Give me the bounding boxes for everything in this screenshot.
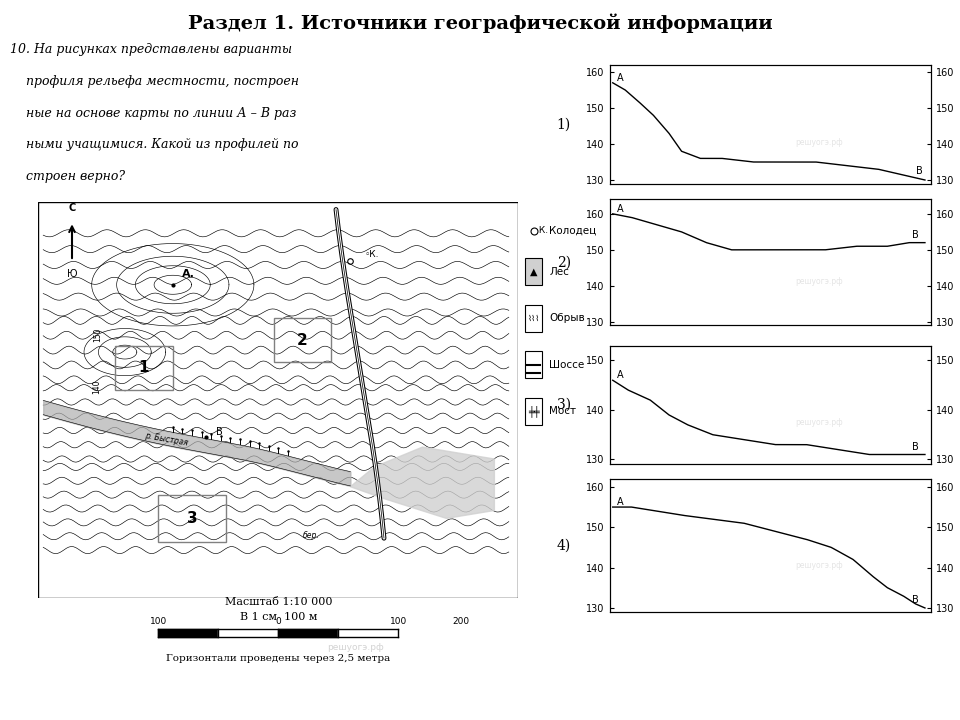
Text: А.: А. (182, 269, 195, 279)
Text: 1: 1 (139, 361, 149, 375)
Text: решуогэ.рф: решуогэ.рф (326, 644, 384, 652)
Text: Обрыв: Обрыв (549, 313, 585, 323)
Text: Горизонтали проведены через 2,5 метра: Горизонтали проведены через 2,5 метра (166, 654, 391, 664)
Text: 2: 2 (297, 333, 308, 348)
Text: A: A (617, 497, 624, 507)
Text: В 1 см  100 м: В 1 см 100 м (240, 613, 317, 622)
Bar (525, 351, 542, 379)
Text: р. Быстрая: р. Быстрая (144, 431, 189, 447)
Text: ▲: ▲ (530, 266, 538, 276)
Text: С: С (68, 204, 76, 213)
Text: 150: 150 (94, 328, 103, 342)
Text: ные на основе карты по линии А – В раз: ные на основе карты по линии А – В раз (10, 107, 296, 120)
Text: Колодец: Колодец (549, 225, 596, 235)
Text: 200: 200 (452, 616, 469, 626)
Bar (158, 495, 226, 542)
Text: ⌇⌇⌇: ⌇⌇⌇ (527, 314, 540, 323)
Text: 3): 3) (557, 398, 571, 412)
Bar (525, 258, 542, 285)
Text: 100: 100 (150, 616, 167, 626)
Text: Масштаб 1:10 000: Масштаб 1:10 000 (225, 597, 332, 607)
Text: A: A (617, 204, 624, 214)
Text: 0: 0 (276, 616, 281, 626)
Text: решуогэ.рф: решуогэ.рф (795, 561, 843, 570)
Text: Ю: Ю (67, 269, 77, 279)
Bar (274, 318, 331, 362)
Text: В: В (216, 427, 223, 437)
Text: B: B (916, 166, 923, 176)
Text: бер.: бер. (302, 531, 319, 540)
Polygon shape (350, 447, 494, 518)
Text: A: A (617, 73, 624, 83)
Text: ╪╪: ╪╪ (528, 405, 540, 417)
Text: 4): 4) (557, 539, 571, 552)
Text: строен верно?: строен верно? (10, 170, 125, 183)
Text: B: B (912, 230, 920, 240)
Text: решуогэ.рф: решуогэ.рф (795, 418, 843, 427)
Bar (525, 397, 542, 425)
Text: B: B (912, 595, 920, 606)
Text: 1): 1) (557, 117, 571, 131)
Text: 2): 2) (557, 256, 571, 269)
Text: К.: К. (537, 226, 548, 235)
Text: Раздел 1. Источники географической информации: Раздел 1. Источники географической инфор… (188, 14, 772, 33)
Text: B: B (912, 442, 920, 452)
Text: 100: 100 (390, 616, 407, 626)
Text: решуогэ.рф: решуогэ.рф (795, 276, 843, 286)
Text: Шоссе: Шоссе (549, 360, 585, 370)
Bar (115, 346, 173, 390)
Text: ◦К.: ◦К. (365, 250, 379, 259)
Text: Лес: Лес (549, 266, 569, 276)
Text: 10. На рисунках представлены варианты: 10. На рисунках представлены варианты (10, 43, 292, 56)
Text: профиля рельефа местности, построен: профиля рельефа местности, построен (10, 75, 299, 88)
Text: ными учащимися. Какой из профилей по: ными учащимися. Какой из профилей по (10, 138, 299, 151)
Bar (525, 305, 542, 332)
Text: решуогэ.рф: решуогэ.рф (795, 138, 843, 146)
Text: 3: 3 (186, 511, 198, 526)
Text: 140: 140 (92, 379, 101, 394)
Text: Мост: Мост (549, 406, 576, 416)
Text: A: A (617, 370, 624, 380)
